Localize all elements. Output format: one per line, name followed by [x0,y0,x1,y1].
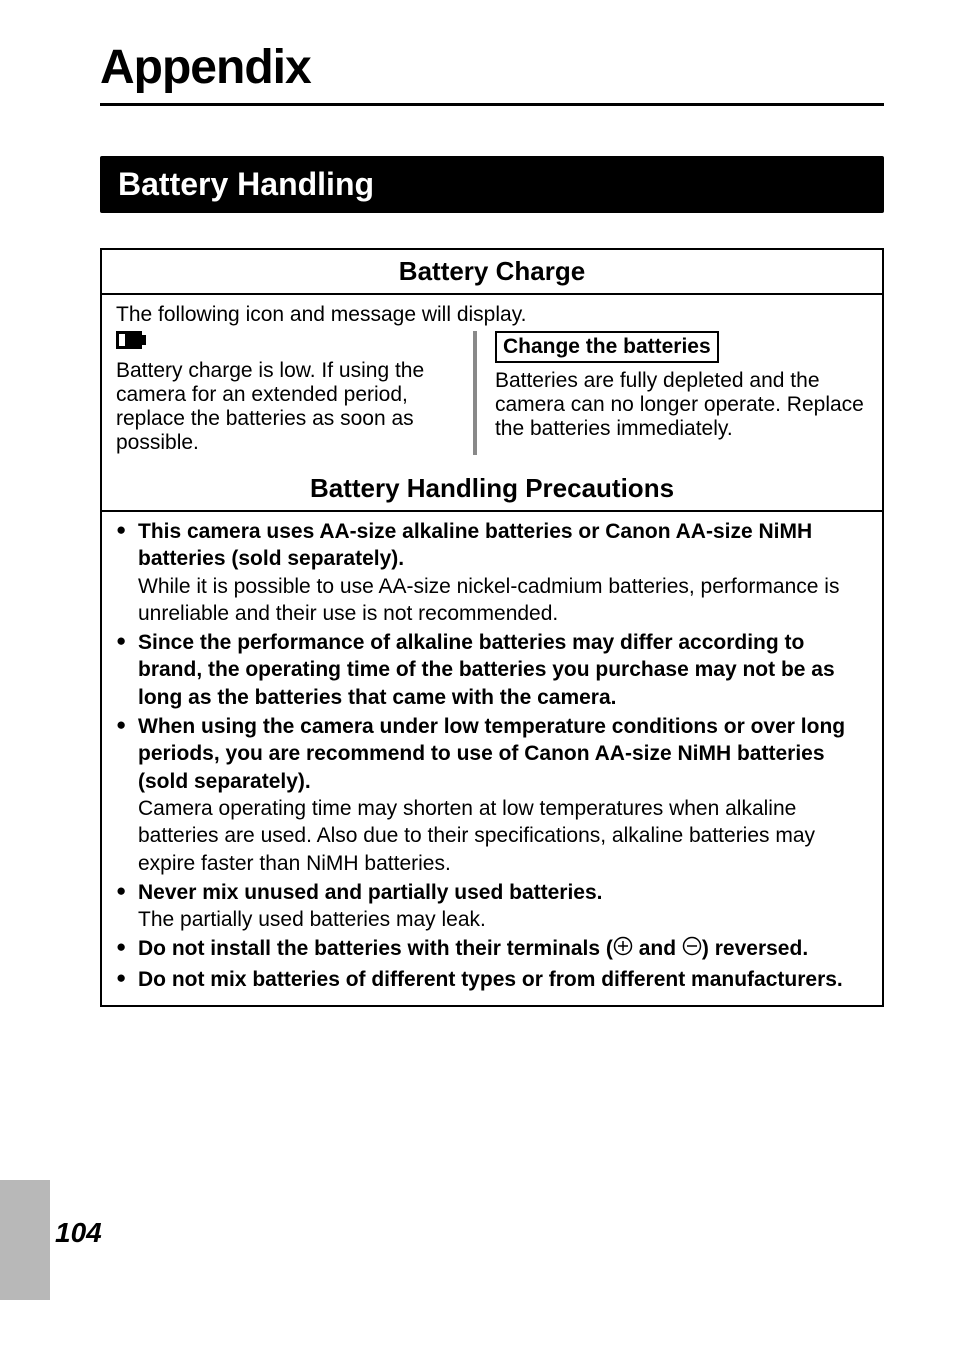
precautions-header: Battery Handling Precautions [102,467,882,512]
list-item: Since the performance of alkaline batter… [116,629,868,711]
charge-right-column: Change the batteries Batteries are fully… [477,331,868,455]
item-text: The partially used batteries may leak. [138,908,486,931]
item-bold: This camera uses AA-size alkaline batter… [138,520,812,570]
item-text: Camera operating time may shorten at low… [138,797,815,875]
section-title-bar: Battery Handling [100,156,884,213]
item-text: While it is possible to use AA-size nick… [138,575,839,625]
battery-charge-header: Battery Charge [102,250,882,295]
item-bold-mid: and [633,937,682,960]
page-number: 104 [55,1217,102,1249]
item-bold-pre: Do not install the batteries with their … [138,937,613,960]
charge-right-text: Batteries are fully depleted and the cam… [495,369,868,441]
list-item: When using the camera under low temperat… [116,713,868,877]
charge-left-text: Battery charge is low. If using the came… [116,359,455,455]
charge-left-column: Battery charge is low. If using the came… [116,331,477,455]
precautions-body: This camera uses AA-size alkaline batter… [102,512,882,1005]
list-item: Do not install the batteries with their … [116,935,868,963]
page-gray-tab [0,1180,50,1300]
battery-low-icon [116,331,146,355]
plus-terminal-icon [613,936,633,963]
item-bold: When using the camera under low temperat… [138,715,845,793]
list-item: Do not mix batteries of different types … [116,966,868,993]
item-bold-post: ) reversed. [702,937,808,960]
page-content: Appendix Battery Handling Battery Charge… [0,0,954,1007]
list-item: This camera uses AA-size alkaline batter… [116,518,868,627]
minus-terminal-icon [682,936,702,963]
item-bold: Never mix unused and partially used batt… [138,881,603,904]
charge-columns: Battery charge is low. If using the came… [102,331,882,467]
precautions-list: This camera uses AA-size alkaline batter… [116,518,868,993]
list-item: Never mix unused and partially used batt… [116,879,868,934]
item-bold: Do not mix batteries of different types … [138,968,843,991]
item-bold: Since the performance of alkaline batter… [138,631,835,709]
appendix-title: Appendix [100,40,884,106]
info-box: Battery Charge The following icon and me… [100,248,884,1007]
change-batteries-box: Change the batteries [495,331,719,363]
charge-intro-text: The following icon and message will disp… [102,295,882,331]
